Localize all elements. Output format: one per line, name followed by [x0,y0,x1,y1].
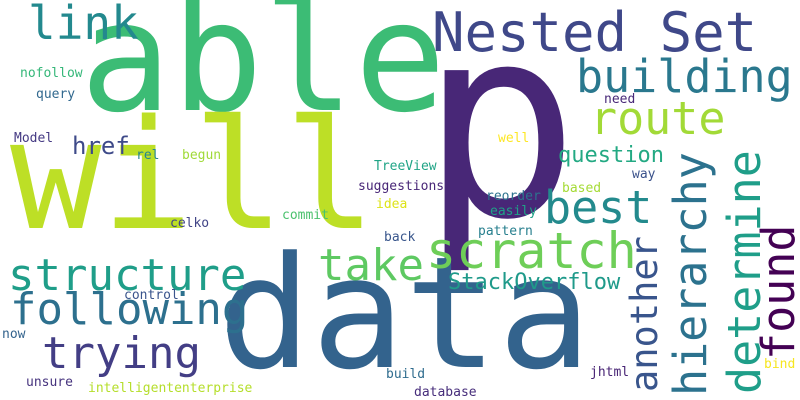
word-rel: rel [136,148,160,163]
word-pattern: pattern [478,224,533,239]
word-building: building [576,50,793,103]
word-database: database [414,385,477,400]
word-jhtml: jhtml [590,365,630,380]
word-back: back [384,230,416,245]
word-href: href [72,132,130,160]
word-build: build [386,367,426,382]
word-question: question [558,143,664,168]
word-nofollow: nofollow [20,66,83,81]
word-trying: trying [42,328,201,379]
word-bind: bind [764,357,796,372]
word-query: query [36,87,76,102]
word-need: need [604,92,636,107]
word-celko: celko [170,216,210,231]
word-found: found [752,224,800,360]
word-model: Model [14,131,54,146]
word-easily: easily [490,204,537,219]
word-stackoverflow: StackOverflow [448,270,621,295]
word-idea: idea [376,197,408,212]
word-route: route [590,92,726,145]
word-well: well [498,131,530,146]
word-reorder: reorder [486,189,541,204]
word-able: able [80,0,447,146]
word-data: data [218,223,592,400]
word-commit: commit [282,208,329,223]
word-nested-set: Nested Set [432,1,758,64]
word-suggestions: suggestions [358,179,445,194]
word-take: take [318,240,424,291]
word-best: best [544,181,653,234]
word-control: control [124,288,179,303]
word-will: will [10,87,377,264]
word-begun: begun [182,148,222,163]
word-structure: structure [8,250,247,301]
word-now: now [2,327,26,342]
word-following: following [10,284,249,335]
word-way: way [632,167,656,182]
word-link: link [28,0,139,50]
word-scratch: scratch [426,222,637,280]
word-treeview: TreeView [374,159,437,174]
word-unsure: unsure [26,375,73,390]
word-p: p [420,0,580,278]
word-hierarchy: hierarchy [664,152,717,396]
word-based: based [562,181,602,196]
word-intelligententerprise: intelligententerprise [88,381,253,396]
